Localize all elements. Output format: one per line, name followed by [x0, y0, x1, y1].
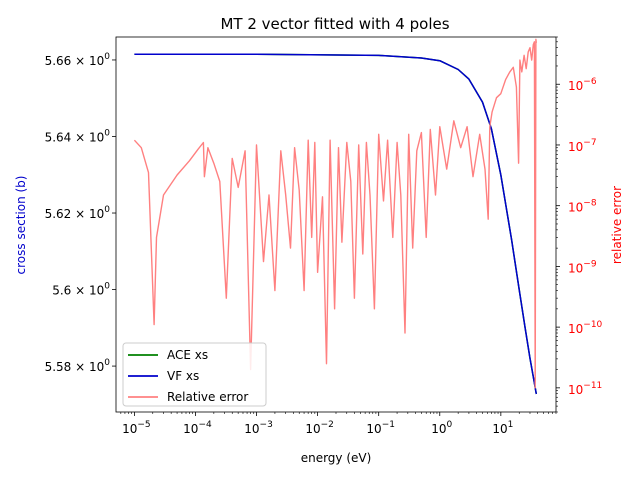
y-right-tick-label: 10−9: [568, 259, 597, 275]
series-line-vf-xs: [134, 53, 538, 395]
y-left-tick-label: 5.6 × 100: [52, 282, 110, 298]
y-left-tick-label: 5.66 × 100: [45, 52, 111, 68]
legend: ACE xs VF xs Relative error: [122, 342, 267, 407]
y-left-tick-label: 5.58 × 100: [45, 358, 111, 374]
x-tick-label: 10−2: [305, 420, 334, 436]
x-axis-title: energy (eV): [301, 451, 372, 465]
series-line-relative-error: [133, 38, 537, 389]
y-right-tick-label: 10−11: [568, 381, 602, 397]
y-axis-left-title: cross section (b): [14, 176, 28, 275]
x-tick-label: 10−3: [244, 420, 273, 436]
x-tick-label: 101: [492, 420, 513, 436]
y-axis-right: 10−11 10−10 10−9 10−8 10−7 10−6: [556, 36, 603, 413]
y-left-tick-label: 5.62 × 100: [45, 205, 111, 221]
chart-title: MT 2 vector fitted with 4 poles: [220, 15, 449, 33]
y-axis-left: 5.58 × 100 5.6 × 100 5.62 × 100 5.64 × 100 5…: [45, 52, 116, 374]
y-right-tick-label: 10−7: [568, 138, 597, 154]
y-right-tick-label: 10−10: [568, 320, 603, 336]
y-left-tick-label: 5.64 × 100: [45, 128, 111, 144]
legend-label: Relative error: [167, 390, 248, 404]
x-axis: 10−5 10−4 10−3 10−2 10−1 100 101: [120, 412, 557, 436]
legend-label: ACE xs: [167, 348, 208, 362]
x-tick-label: 100: [431, 420, 452, 436]
legend-box: [122, 342, 267, 407]
x-tick-label: 10−4: [183, 420, 212, 436]
y-right-tick-label: 10−6: [568, 77, 597, 93]
y-right-tick-label: 10−8: [568, 199, 597, 215]
x-tick-label: 10−1: [366, 420, 395, 436]
legend-label: VF xs: [167, 369, 199, 383]
x-tick-label: 10−5: [122, 420, 151, 436]
y-axis-right-title: relative error: [610, 186, 624, 264]
series-layer: [133, 38, 538, 395]
